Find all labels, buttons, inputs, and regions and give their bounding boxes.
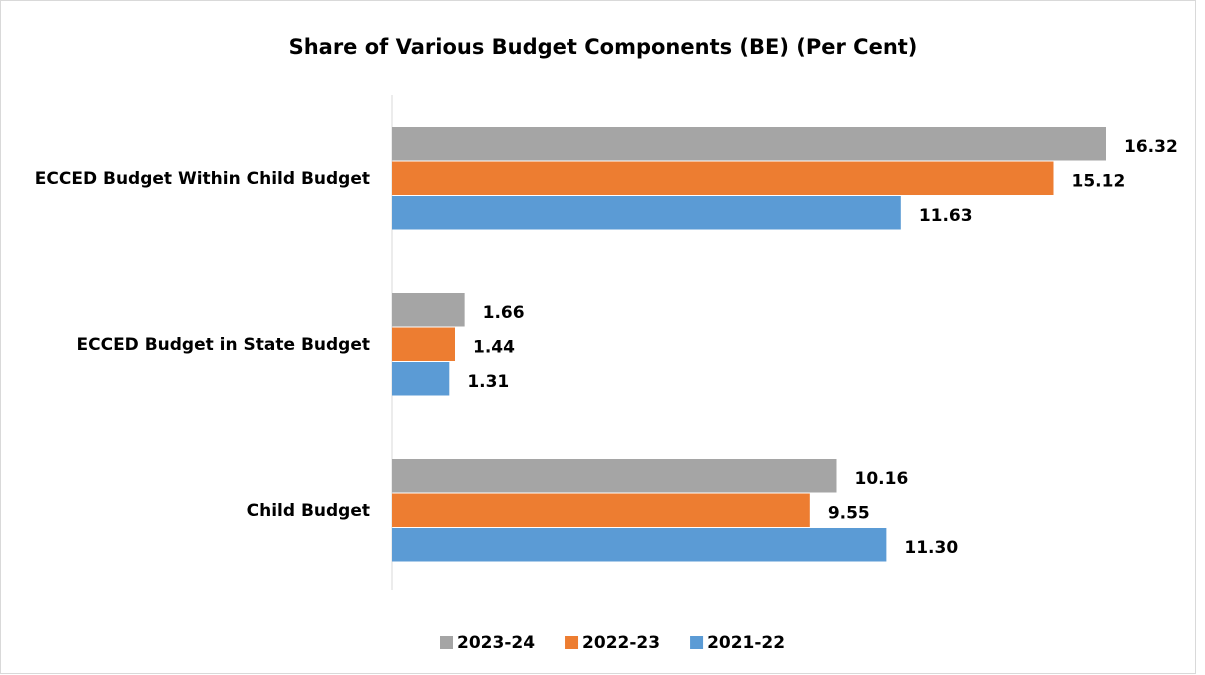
legend-label: 2022-23 xyxy=(582,633,660,653)
legend-swatch xyxy=(565,636,579,649)
data-label: 15.12 xyxy=(1072,171,1126,191)
chart-title: Share of Various Budget Components (BE) … xyxy=(289,35,918,59)
bar xyxy=(392,196,901,230)
data-label: 1.66 xyxy=(483,303,525,323)
bar xyxy=(392,293,465,327)
data-label: 9.55 xyxy=(828,503,870,523)
bar xyxy=(392,459,837,493)
data-label: 10.16 xyxy=(855,469,909,489)
bar xyxy=(392,528,887,562)
bar xyxy=(392,127,1106,161)
data-label: 16.32 xyxy=(1124,137,1178,157)
category-label: Child Budget xyxy=(247,501,370,521)
data-label: 1.31 xyxy=(467,372,509,392)
legend-label: 2021-22 xyxy=(707,633,785,653)
bar xyxy=(392,327,455,361)
data-label: 11.30 xyxy=(904,538,958,558)
data-label: 11.63 xyxy=(919,206,973,226)
bar xyxy=(392,362,450,396)
legend-swatch xyxy=(690,636,704,649)
data-label: 1.44 xyxy=(473,337,515,357)
legend-swatch xyxy=(440,636,453,649)
bar xyxy=(392,493,810,527)
bar xyxy=(392,161,1054,195)
category-label: ECCED Budget Within Child Budget xyxy=(35,169,370,189)
legend-label: 2023-24 xyxy=(457,633,535,653)
category-label: ECCED Budget in State Budget xyxy=(77,335,371,355)
